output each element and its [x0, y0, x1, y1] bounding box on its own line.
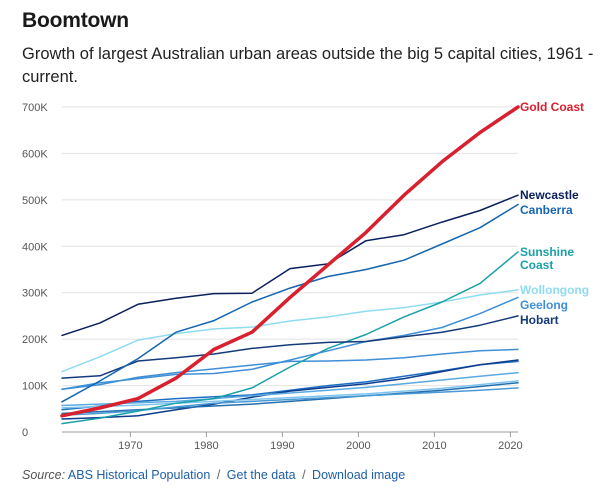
y-tick-label: 400K — [22, 241, 48, 253]
x-tick-label: 1970 — [118, 440, 142, 452]
series-line-other-c — [61, 359, 519, 420]
series-label-hobart: Hobart — [520, 313, 559, 327]
chart-footer: Source: ABS Historical Population / Get … — [22, 468, 405, 482]
series-label-wollongong: Wollongong — [520, 283, 589, 297]
x-tick-label: 1980 — [194, 440, 218, 452]
source-label: Source: — [22, 468, 66, 482]
series-label-canberra: Canberra — [520, 203, 573, 217]
series-line-hobart — [61, 315, 519, 379]
chart-title: Boomtown — [22, 9, 129, 32]
x-axis-ticks: 1970 1980 1990 2000 2010 2020 — [118, 432, 523, 452]
series-line-other-d — [61, 371, 519, 407]
y-tick-label: 700K — [22, 102, 48, 114]
series-line-other-f — [61, 380, 519, 409]
series-label-geelong: Geelong — [520, 298, 568, 312]
series-lines — [60, 105, 520, 425]
series-label-gold-coast: Gold Coast — [520, 100, 584, 114]
series-line-newcastle — [61, 194, 519, 337]
footer-separator: / — [302, 468, 306, 482]
chart-subtitle: Growth of largest Australian urban areas… — [22, 45, 594, 86]
x-tick-label: 1990 — [270, 440, 294, 452]
y-tick-label: 0 — [22, 427, 28, 439]
footer-separator: / — [216, 468, 221, 482]
grid-lines — [62, 106, 518, 433]
x-tick-label: 2000 — [346, 440, 370, 452]
series-label-sunshine-coast: Sunshine Coast — [520, 245, 574, 272]
y-tick-label: 500K — [22, 195, 48, 207]
x-tick-label: 2020 — [498, 440, 522, 452]
series-line-other-e — [61, 382, 519, 415]
y-tick-label: 100K — [22, 381, 48, 393]
download-image-link[interactable]: Download image — [312, 468, 406, 482]
series-label-newcastle: Newcastle — [520, 188, 579, 202]
source-link[interactable]: ABS Historical Population — [67, 468, 211, 482]
y-tick-label: 600K — [22, 148, 48, 160]
series-line-gold-coast — [60, 105, 520, 418]
series-line-geelong — [61, 296, 519, 391]
series-line-canberra — [61, 203, 519, 403]
series-line-sunshine-coast — [61, 251, 519, 425]
series-line-other-a — [61, 348, 519, 391]
y-axis-ticks: 0 100K 200K 300K 400K 500K 600K 700K — [22, 102, 48, 439]
x-tick-label: 2010 — [422, 440, 446, 452]
y-tick-label: 200K — [22, 334, 48, 346]
get-data-link[interactable]: Get the data — [226, 468, 296, 482]
series-line-other-b — [61, 360, 519, 411]
y-tick-label: 300K — [22, 288, 48, 300]
